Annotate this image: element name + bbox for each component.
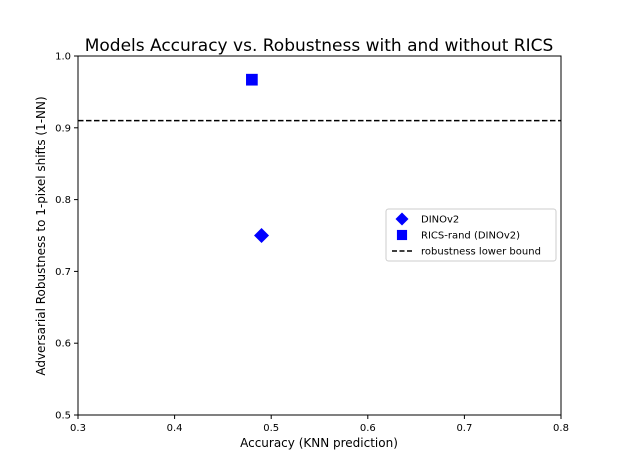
x-tick-label: 0.5 — [263, 423, 279, 434]
data-point-diamond — [395, 212, 409, 226]
x-tick-label: 0.6 — [360, 423, 376, 434]
y-tick-label: 0.5 — [55, 411, 71, 422]
legend-label: DINOv2 — [421, 215, 459, 226]
data-point-diamond — [254, 228, 270, 243]
legend-label: RICS-rand (DINOv2) — [421, 231, 520, 242]
x-tick-label: 0.7 — [456, 423, 472, 434]
x-tick-label: 0.4 — [167, 423, 183, 434]
legend-label: robustness lower bound — [421, 247, 541, 258]
data-point-square — [246, 73, 258, 86]
y-axis-label: Adversarial Robustness to 1-pixel shifts… — [34, 96, 48, 375]
y-tick-label: 0.7 — [55, 267, 71, 278]
x-tick-label: 0.3 — [70, 423, 86, 434]
x-axis-label: Accuracy (KNN prediction) — [240, 436, 398, 450]
data-point-square — [396, 229, 408, 241]
y-tick-label: 1.0 — [55, 52, 71, 63]
y-tick-label: 0.6 — [55, 339, 71, 350]
plot-frame — [77, 55, 562, 416]
y-tick-label: 0.8 — [55, 195, 71, 206]
legend-box — [385, 208, 557, 262]
x-tick-label: 0.8 — [553, 423, 569, 434]
legend: DINOv2 RICS-rand (DINOv2) robustness lower… — [385, 208, 557, 262]
plot-area: 0.3 0.4 0.5 0.6 0.7 0.8 0.5 0.6 0.7 0.8 0.9 1.0 — [55, 52, 569, 435]
y-tick-label: 0.9 — [55, 123, 71, 134]
chart-title: Models Accuracy vs. Robustness with and … — [85, 36, 554, 56]
